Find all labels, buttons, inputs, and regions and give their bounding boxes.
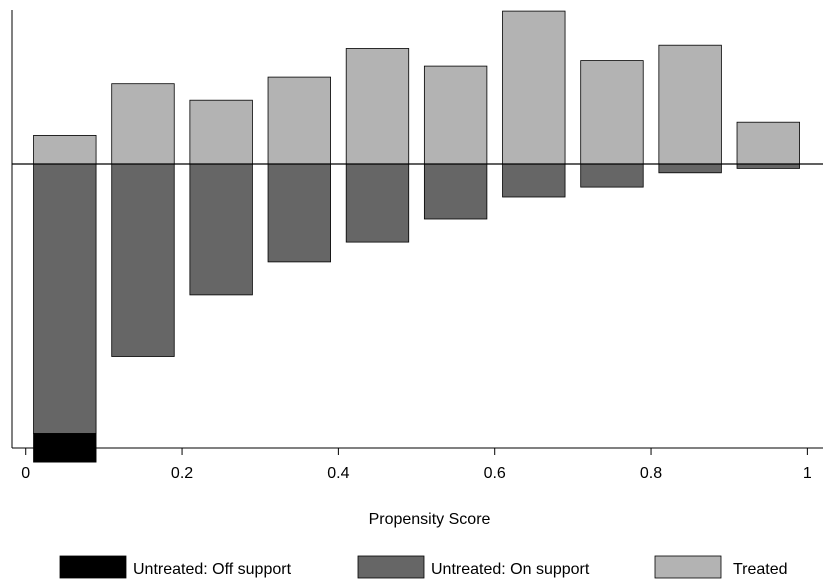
- bar-treated-2: [189, 99, 253, 165]
- bar-untreated-on-1: [111, 163, 175, 357]
- bar-untreated-on-0: [33, 163, 97, 434]
- bar-untreated-on-8: [658, 163, 722, 174]
- bars-group: [33, 10, 800, 463]
- legend-label-treated: Treated: [733, 561, 788, 578]
- bar-untreated-on-3: [267, 163, 331, 263]
- bar-untreated-on-2: [189, 163, 253, 296]
- legend-swatch-untreated-off: [59, 555, 127, 579]
- x-tick-label-0: 0: [21, 465, 30, 482]
- x-axis-ticks: 0 0.2 0.4 0.6 0.8 1: [21, 448, 812, 482]
- legend-label-untreated-on: Untreated: On support: [431, 561, 590, 578]
- bar-untreated-on-4: [345, 163, 410, 243]
- bar-treated-7: [580, 60, 644, 165]
- x-tick-label-3: 0.6: [484, 465, 506, 482]
- x-tick-label-4: 0.8: [640, 465, 662, 482]
- legend: Untreated: Off support Untreated: On supp…: [59, 555, 788, 579]
- bar-untreated-on-5: [423, 163, 488, 220]
- bar-treated-3: [267, 76, 331, 165]
- bar-treated-8: [658, 44, 722, 165]
- legend-label-untreated-off: Untreated: Off support: [133, 561, 292, 578]
- legend-swatch-untreated-on: [357, 555, 425, 579]
- bar-treated-5: [423, 65, 488, 165]
- bar-untreated-on-7: [580, 163, 644, 188]
- bar-treated-1: [111, 83, 175, 165]
- bar-untreated-on-9: [736, 163, 800, 169]
- bar-treated-6: [502, 10, 566, 165]
- x-tick-label-1: 0.2: [171, 465, 193, 482]
- bar-untreated-on-6: [502, 163, 566, 198]
- x-tick-label-5: 1: [803, 465, 812, 482]
- x-axis-title: Propensity Score: [369, 511, 491, 528]
- bar-treated-4: [345, 48, 410, 165]
- legend-swatch-treated: [654, 555, 722, 579]
- bar-treated-0: [33, 134, 97, 165]
- x-tick-label-2: 0.4: [327, 465, 349, 482]
- bar-treated-9: [736, 121, 800, 165]
